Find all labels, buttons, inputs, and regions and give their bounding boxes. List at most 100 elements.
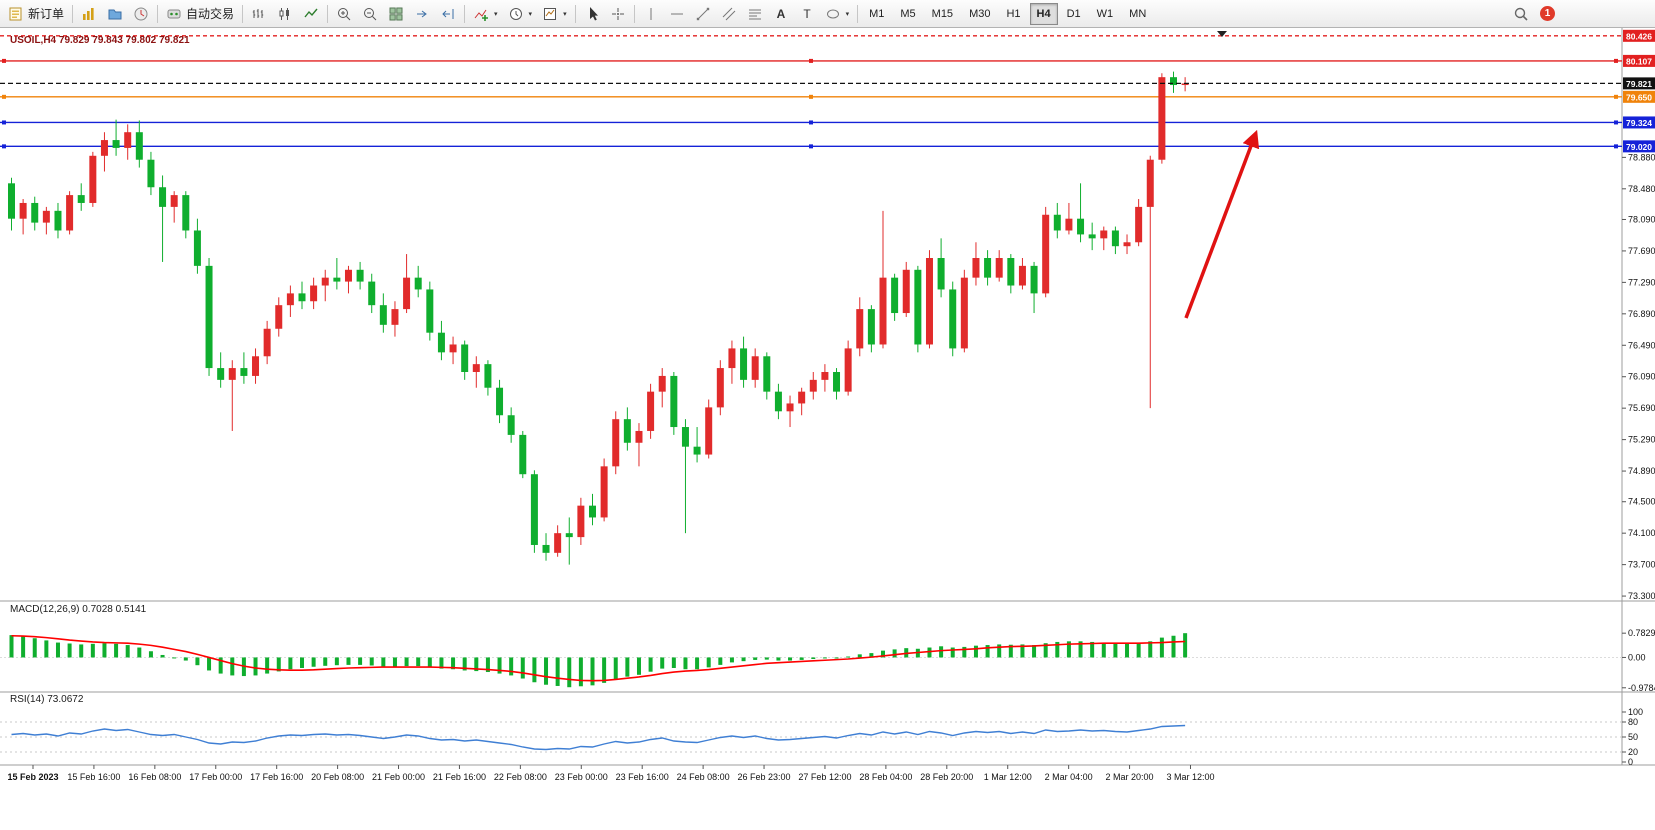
line-chart-icon (304, 8, 318, 17)
crosshair-button[interactable] (605, 2, 631, 26)
text-button[interactable]: A (768, 2, 794, 26)
svg-text:2 Mar 04:00: 2 Mar 04:00 (1045, 772, 1093, 782)
svg-text:74.890: 74.890 (1628, 466, 1655, 476)
fibonacci-icon (748, 9, 761, 19)
search-icon (1514, 7, 1528, 21)
svg-text:-0.9784: -0.9784 (1628, 683, 1655, 693)
chart-shift-icon (442, 8, 454, 19)
svg-text:79.650: 79.650 (1626, 92, 1652, 102)
timeframe-mn-button[interactable]: MN (1129, 7, 1147, 20)
label-button[interactable]: T (794, 2, 820, 26)
tile-windows-button[interactable] (383, 2, 409, 26)
market-watch-button[interactable] (128, 2, 154, 26)
svg-text:77.690: 77.690 (1628, 246, 1655, 256)
tile-windows-icon (389, 7, 403, 20)
chevron-down-icon: ▾ (563, 10, 567, 18)
timeframe-d1-button[interactable]: D1 (1066, 7, 1081, 20)
svg-text:0: 0 (1628, 757, 1633, 767)
trendline-button[interactable] (690, 2, 716, 26)
bar-chart-button[interactable] (246, 2, 272, 26)
svg-text:76.890: 76.890 (1628, 309, 1655, 319)
zoom-in-button[interactable] (331, 2, 357, 26)
svg-text:76.490: 76.490 (1628, 340, 1655, 350)
svg-text:0.7829: 0.7829 (1628, 628, 1655, 638)
svg-text:17 Feb 00:00: 17 Feb 00:00 (189, 772, 242, 782)
shapes-icon (826, 9, 839, 18)
auto-trading-button[interactable]: 自动交易 (161, 2, 239, 26)
svg-text:100: 100 (1628, 707, 1643, 717)
svg-text:75.690: 75.690 (1628, 403, 1655, 413)
channel-icon (722, 7, 735, 20)
chevron-down-icon: ▾ (845, 10, 850, 18)
horizontal-line-button[interactable] (664, 2, 690, 26)
svg-text:79.821: 79.821 (1626, 79, 1652, 89)
rsi-title: RSI(14) 73.0672 (10, 694, 84, 705)
timeframe-m5-button[interactable]: M5 (900, 7, 916, 20)
new-chart-icon (83, 7, 94, 20)
templates-button[interactable]: ▾ (537, 2, 572, 26)
svg-text:15 Feb 16:00: 15 Feb 16:00 (67, 772, 120, 782)
timeframe-m15-button[interactable]: M15 (931, 7, 954, 20)
profiles-button[interactable] (102, 2, 128, 26)
timeframe-h1-button[interactable]: H1 (1006, 7, 1021, 20)
toolbar-separator (857, 4, 859, 23)
timeframe-h4-button[interactable]: H4 (1029, 2, 1058, 25)
fibonacci-button[interactable] (742, 2, 768, 26)
svg-text:80.107: 80.107 (1626, 56, 1652, 66)
svg-text:79.324: 79.324 (1626, 118, 1652, 128)
timeframe-group: M1 M5 M15 M30 H1 H4 D1 W1 MN (861, 2, 1154, 25)
svg-text:23 Feb 16:00: 23 Feb 16:00 (616, 772, 669, 782)
svg-text:2 Mar 20:00: 2 Mar 20:00 (1106, 772, 1154, 782)
chart-canvas[interactable]: 78.880 78.480 78.090 77.690 77.290 76.890 76.4… (0, 28, 1655, 830)
toolbar-separator (157, 4, 159, 23)
cursor-icon (589, 6, 598, 20)
vertical-line-button[interactable] (638, 2, 664, 26)
auto-trading-icon (167, 9, 181, 18)
new-order-button[interactable]: 新订单 (3, 2, 69, 26)
svg-text:28 Feb 20:00: 28 Feb 20:00 (920, 772, 973, 782)
svg-text:T: T (803, 7, 811, 21)
market-watch-icon (134, 7, 148, 20)
text-tool-icon: A (776, 7, 785, 21)
notification-badge[interactable]: 1 (1540, 6, 1555, 21)
auto-scroll-button[interactable] (409, 2, 435, 26)
indicators-button[interactable]: ▾ (468, 2, 503, 26)
candlestick-chart-button[interactable] (272, 2, 298, 26)
zoom-in-icon (338, 7, 351, 20)
timeframe-m30-button[interactable]: M30 (969, 7, 991, 20)
timeframe-w1-button[interactable]: W1 (1096, 7, 1114, 20)
svg-text:16 Feb 08:00: 16 Feb 08:00 (128, 772, 181, 782)
svg-text:1 Mar 12:00: 1 Mar 12:00 (984, 772, 1032, 782)
toolbar-separator (72, 4, 74, 23)
periods-button[interactable]: ▾ (503, 2, 538, 26)
timeframe-m1-button[interactable]: M1 (869, 7, 885, 20)
shapes-button[interactable]: ▾ (820, 2, 855, 26)
svg-text:75.290: 75.290 (1628, 435, 1655, 445)
svg-text:79.020: 79.020 (1626, 142, 1652, 152)
periods-clock-icon (509, 7, 522, 20)
toolbar-separator (633, 4, 635, 23)
cursor-button[interactable] (579, 2, 605, 26)
auto-trading-label: 自动交易 (186, 7, 235, 21)
chart-shift-button[interactable] (435, 2, 461, 26)
toolbar-separator (242, 4, 244, 23)
auto-scroll-icon (417, 10, 427, 17)
svg-text:77.290: 77.290 (1628, 277, 1655, 287)
line-chart-button[interactable] (298, 2, 324, 26)
chevron-down-icon: ▾ (528, 10, 533, 18)
vertical-line-icon (650, 7, 652, 20)
toolbar: 新订单 自动交易 ▾ ▾ (0, 0, 1655, 28)
svg-text:21 Feb 00:00: 21 Feb 00:00 (372, 772, 425, 782)
candlestick-chart-icon (279, 7, 290, 20)
svg-text:26 Feb 23:00: 26 Feb 23:00 (738, 772, 791, 782)
svg-text:A: A (776, 7, 785, 21)
chart-title: USOIL,H4 79.829 79.843 79.802 79.821 (10, 35, 190, 46)
channel-button[interactable] (716, 2, 742, 26)
macd-title: MACD(12,26,9) 0.7028 0.5141 (10, 604, 147, 615)
svg-text:76.090: 76.090 (1628, 372, 1655, 382)
search-button[interactable] (1508, 2, 1534, 26)
svg-text:80: 80 (1628, 717, 1638, 727)
new-chart-button[interactable] (76, 2, 102, 26)
zoom-out-button[interactable] (357, 2, 383, 26)
